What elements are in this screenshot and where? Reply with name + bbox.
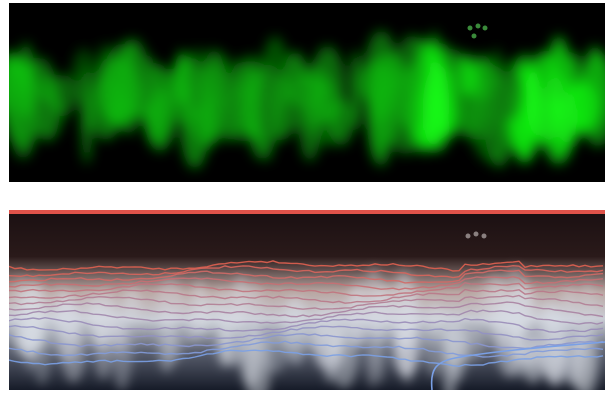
gray-cell (112, 312, 132, 392)
gray-cell (158, 309, 176, 373)
green-cell (559, 81, 577, 132)
green-cell (582, 46, 609, 132)
green-cell (423, 65, 454, 151)
green-dot (476, 24, 481, 29)
gray-dot (474, 232, 479, 237)
green-dot (483, 26, 488, 31)
green-cell (262, 71, 275, 162)
green-cell (359, 60, 396, 106)
green-cell (526, 51, 561, 146)
green-cell (99, 58, 139, 126)
green-cell (474, 53, 492, 101)
green-cell (226, 83, 252, 142)
green-cell (490, 49, 504, 123)
green-cell (80, 66, 92, 135)
gray-cell (366, 335, 379, 388)
green-cell (17, 43, 36, 119)
gray-cell (447, 320, 467, 382)
green-dot (468, 26, 473, 31)
gray-cell (323, 341, 336, 383)
page: (() => { const svg = document.getElement… (0, 0, 611, 393)
gray-cell (400, 353, 414, 383)
green-cell (51, 74, 76, 116)
green-cell (201, 49, 226, 144)
green-cell (300, 90, 331, 129)
green-dot (472, 34, 477, 39)
gray-dot (482, 234, 487, 239)
gray-dot (466, 234, 471, 239)
gray-cell (95, 324, 111, 380)
top-boundary (9, 210, 605, 214)
microscopy-figure (0, 0, 611, 393)
